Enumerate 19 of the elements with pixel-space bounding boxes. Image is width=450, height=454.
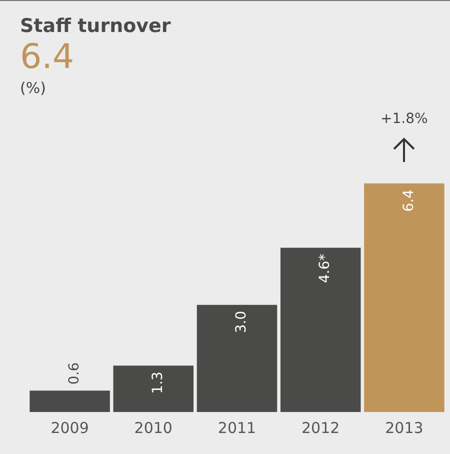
chart-title: Staff turnover xyxy=(20,15,171,37)
x-tick-label: 2013 xyxy=(385,418,424,437)
x-tick-label: 2009 xyxy=(50,418,89,437)
data-label: 6.4 xyxy=(400,189,417,212)
bar xyxy=(280,248,361,412)
text: +1.8% xyxy=(380,111,428,128)
bar xyxy=(30,390,110,412)
data-label: 4.6* xyxy=(317,254,334,283)
x-tick-label: 2010 xyxy=(134,418,172,437)
x-tick-label: 2011 xyxy=(218,418,256,437)
text: (%) xyxy=(20,79,46,97)
chart-subtitle: 6.4 xyxy=(20,37,74,77)
data-label: 3.0 xyxy=(234,310,250,334)
bar xyxy=(364,183,444,412)
data-label: 0.6 xyxy=(66,362,82,385)
bar xyxy=(113,366,194,412)
x-tick-label: 2012 xyxy=(302,418,340,437)
bar xyxy=(196,304,278,412)
data-label: 1.3 xyxy=(150,372,166,394)
